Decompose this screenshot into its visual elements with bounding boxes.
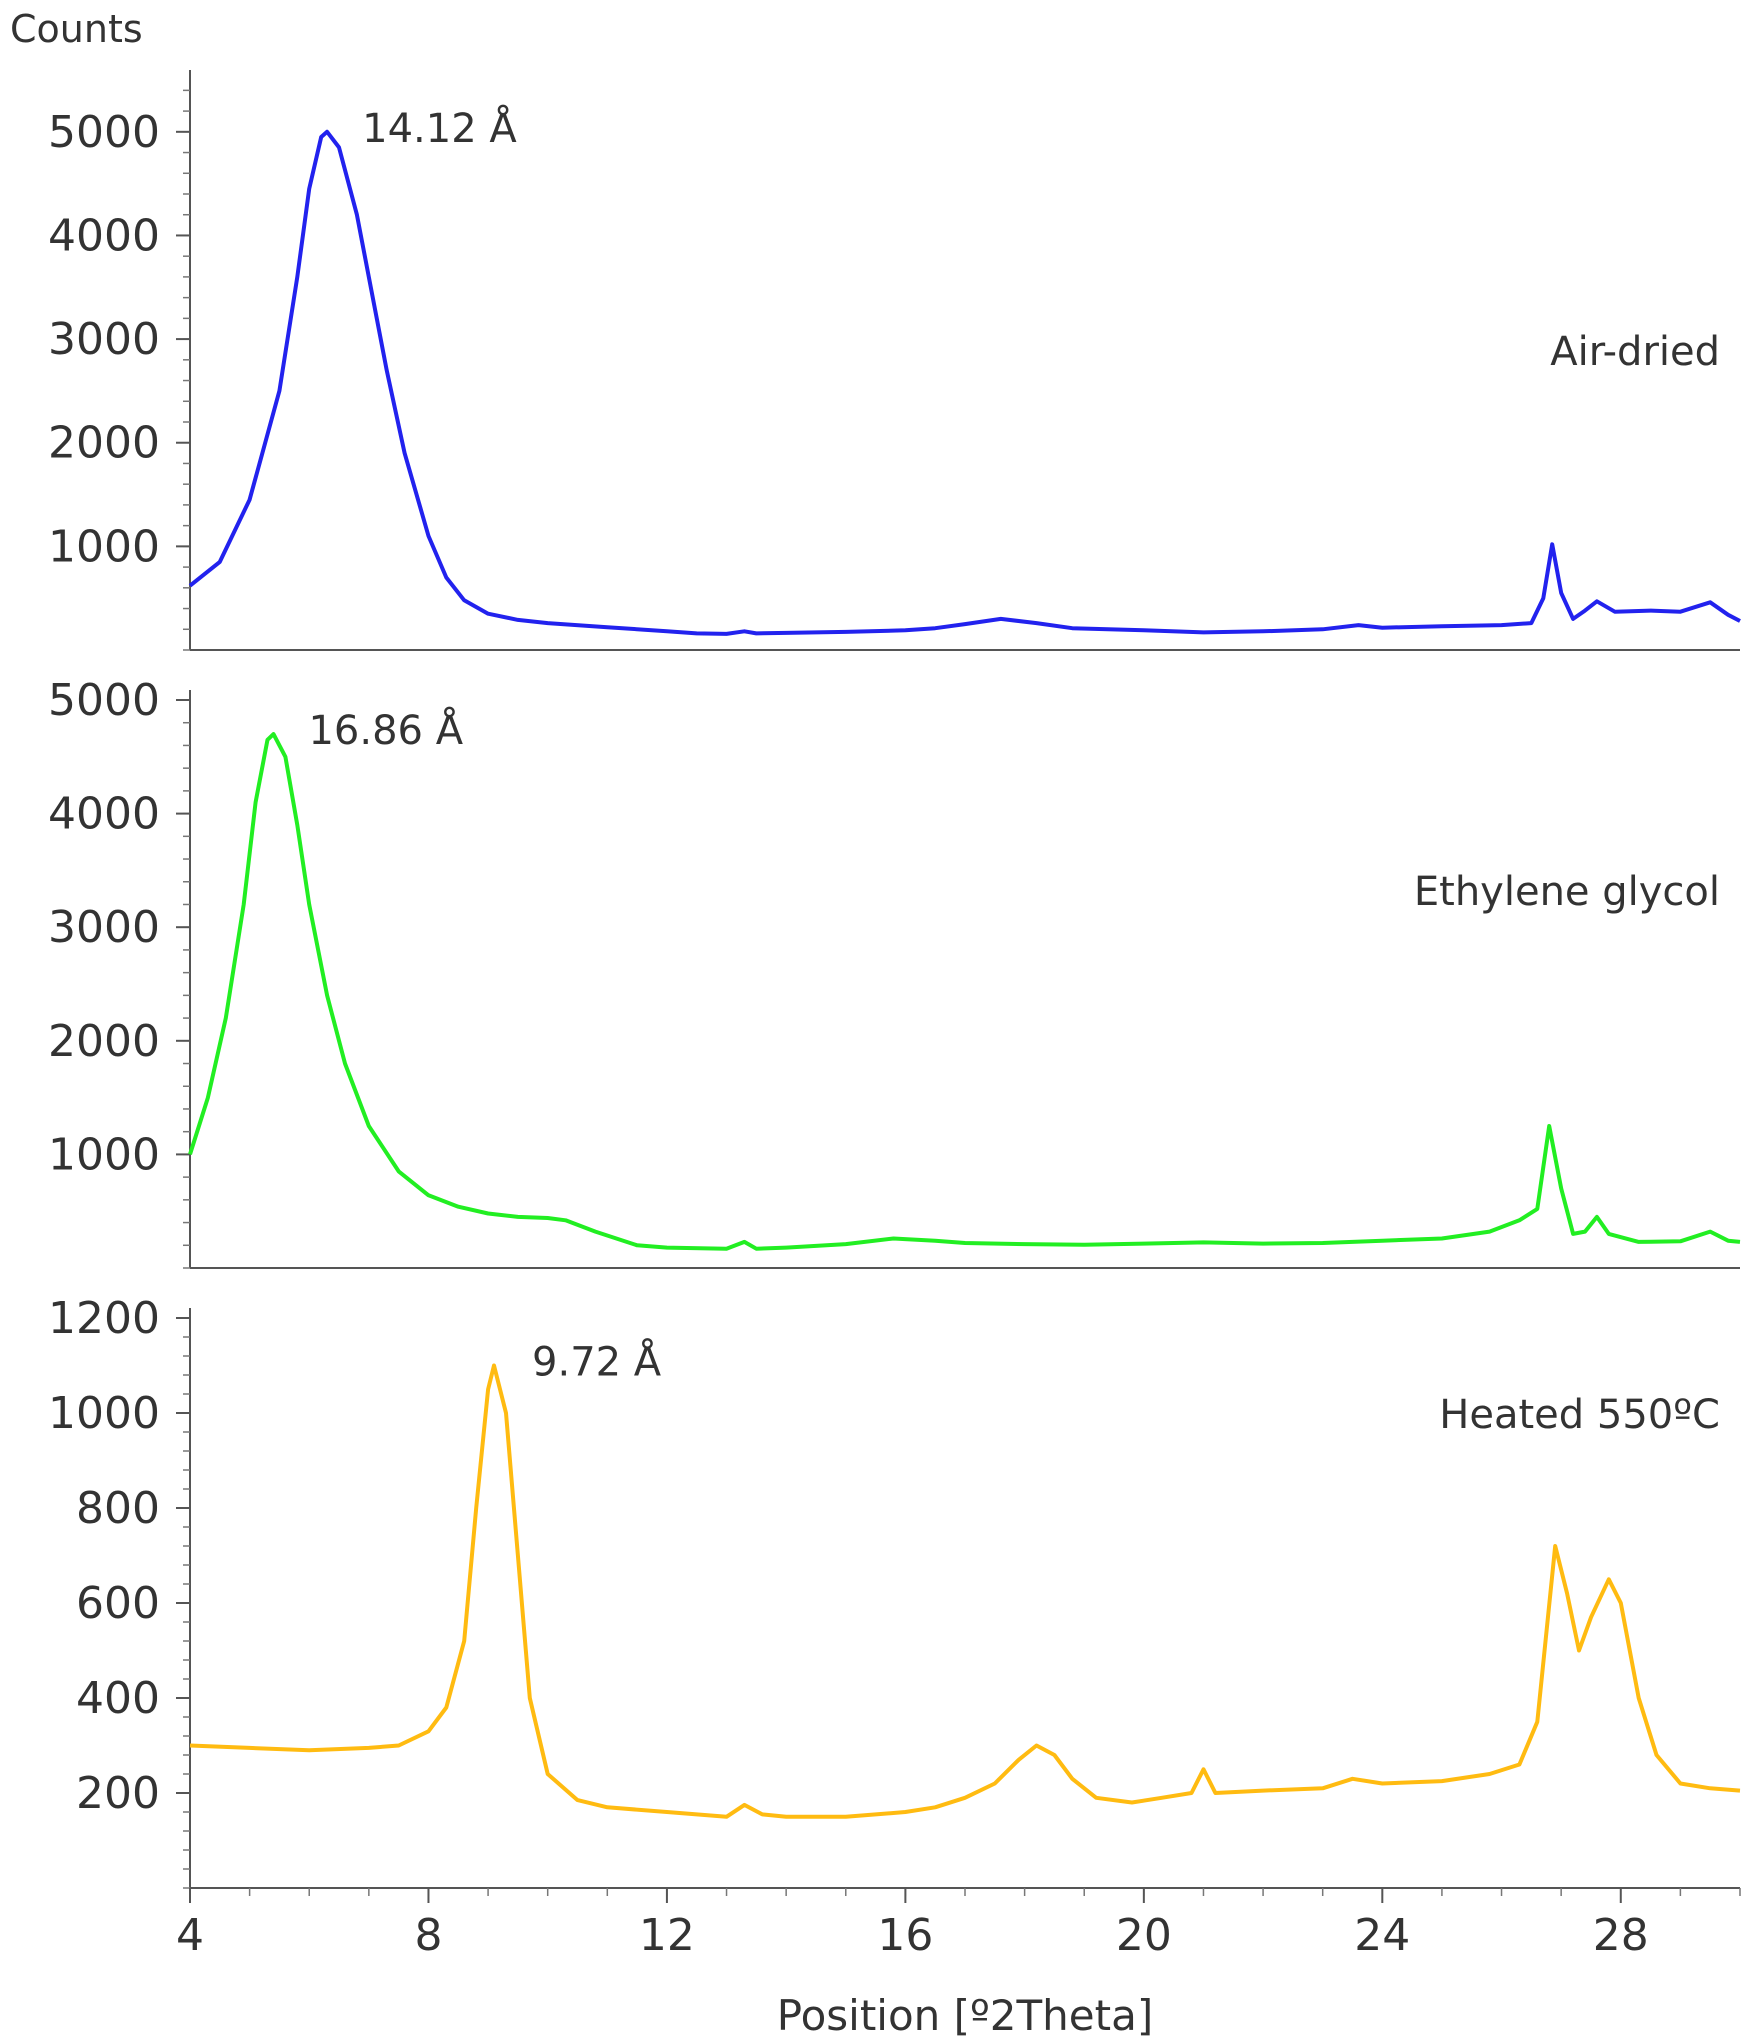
panel-1: 1000 2000 3000 4000 5000 16.86 Å Ethylene glyc… (48, 675, 1741, 1269)
y-tick-label: 1000 (48, 1129, 160, 1180)
y-tick-label: 800 (76, 1483, 160, 1534)
y-tick-label: 1000 (48, 521, 160, 572)
series-line (189, 1363, 1741, 1819)
x-axis: 4 8 12 16 20 24 28 (176, 1888, 1741, 1961)
y-tick-label: 3000 (48, 902, 160, 953)
peak-annotation: 16.86 Å (308, 706, 463, 754)
y-tick-label: 600 (76, 1578, 160, 1629)
x-tick-label: 8 (414, 1910, 442, 1961)
y-tick-label: 5000 (48, 675, 160, 726)
x-axis-title: Position [º2Theta] (777, 1991, 1153, 2040)
panel-0: 1000 2000 3000 4000 5000 14.12 Å Air-dried (48, 70, 1741, 651)
y-tick-label: 400 (76, 1673, 160, 1724)
x-tick-label: 20 (1116, 1910, 1172, 1961)
y-tick-label: 1000 (48, 1388, 160, 1439)
series-label: Air-dried (1550, 329, 1720, 375)
peak-annotation: 9.72 Å (532, 1338, 662, 1386)
x-tick-label: 4 (176, 1910, 204, 1961)
panel-2: 200 400 600 800 1000 1200 9.72 Å Heated 550ºC (48, 1293, 1741, 1889)
y-tick-label: 2000 (48, 1016, 160, 1067)
x-tick-label: 24 (1354, 1910, 1410, 1961)
y-tick-label: 4000 (48, 789, 160, 840)
x-tick-label: 12 (639, 1910, 695, 1961)
series-label: Heated 550ºC (1439, 1392, 1720, 1438)
series-line (188, 129, 1741, 636)
y-tick-label: 5000 (48, 107, 160, 158)
y-tick-label: 3000 (48, 314, 160, 365)
y-tick-label: 1200 (48, 1293, 160, 1344)
y-tick-label: 4000 (48, 210, 160, 261)
y-tick-label: 2000 (48, 418, 160, 469)
series-line (188, 732, 1741, 1251)
y-tick-label: 200 (76, 1768, 160, 1819)
peak-annotation: 14.12 Å (362, 104, 517, 152)
x-tick-label: 16 (877, 1910, 933, 1961)
y-axis-title: Counts (10, 7, 143, 51)
series-label: Ethylene glycol (1414, 869, 1720, 915)
x-tick-label: 28 (1593, 1910, 1649, 1961)
